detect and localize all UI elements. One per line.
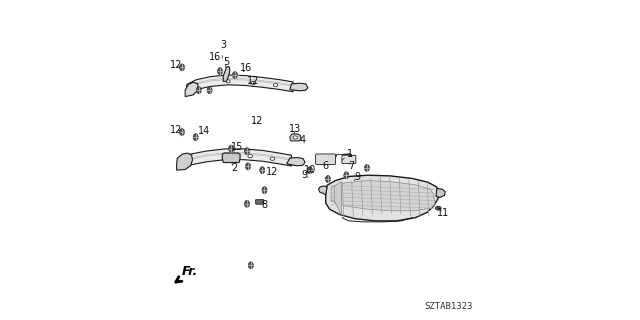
Text: 9: 9 bbox=[301, 170, 308, 180]
Ellipse shape bbox=[260, 167, 265, 174]
Text: 14: 14 bbox=[198, 126, 211, 136]
Text: 5: 5 bbox=[223, 57, 230, 68]
Text: 3: 3 bbox=[220, 40, 227, 58]
Ellipse shape bbox=[226, 80, 230, 83]
Text: 12: 12 bbox=[266, 167, 278, 177]
Ellipse shape bbox=[179, 64, 184, 71]
Text: 2: 2 bbox=[231, 163, 237, 173]
Text: 12: 12 bbox=[170, 124, 182, 134]
Ellipse shape bbox=[293, 136, 298, 139]
Polygon shape bbox=[290, 83, 308, 91]
Text: 15: 15 bbox=[231, 142, 244, 152]
Ellipse shape bbox=[218, 68, 223, 75]
Text: 7: 7 bbox=[349, 161, 355, 171]
Polygon shape bbox=[287, 157, 305, 166]
Polygon shape bbox=[187, 75, 293, 94]
Ellipse shape bbox=[325, 176, 330, 182]
Ellipse shape bbox=[179, 129, 184, 136]
Text: 11: 11 bbox=[437, 208, 449, 218]
Ellipse shape bbox=[248, 155, 253, 158]
FancyBboxPatch shape bbox=[316, 154, 335, 164]
Polygon shape bbox=[177, 153, 193, 170]
Text: 10: 10 bbox=[305, 164, 317, 174]
Polygon shape bbox=[222, 153, 240, 163]
Text: 1: 1 bbox=[342, 149, 353, 160]
Ellipse shape bbox=[228, 145, 234, 152]
Ellipse shape bbox=[232, 71, 237, 78]
Polygon shape bbox=[179, 149, 291, 169]
FancyBboxPatch shape bbox=[255, 199, 264, 204]
Polygon shape bbox=[326, 175, 439, 221]
Text: 6: 6 bbox=[323, 161, 329, 171]
Text: Fr.: Fr. bbox=[182, 265, 198, 278]
Ellipse shape bbox=[223, 154, 227, 157]
Text: 13: 13 bbox=[289, 124, 301, 134]
Polygon shape bbox=[185, 82, 198, 97]
Text: 16: 16 bbox=[209, 52, 221, 61]
Ellipse shape bbox=[364, 164, 369, 172]
Ellipse shape bbox=[307, 167, 312, 174]
Polygon shape bbox=[223, 67, 230, 81]
Ellipse shape bbox=[270, 157, 275, 160]
Ellipse shape bbox=[251, 81, 255, 84]
Ellipse shape bbox=[244, 148, 250, 155]
Ellipse shape bbox=[246, 163, 250, 170]
Ellipse shape bbox=[244, 200, 250, 207]
Ellipse shape bbox=[196, 87, 202, 94]
Ellipse shape bbox=[262, 187, 267, 194]
Ellipse shape bbox=[207, 87, 212, 94]
Text: 12: 12 bbox=[251, 116, 264, 126]
Ellipse shape bbox=[437, 207, 440, 209]
Ellipse shape bbox=[273, 84, 278, 87]
Text: 9: 9 bbox=[355, 172, 360, 182]
Polygon shape bbox=[334, 181, 342, 215]
Ellipse shape bbox=[344, 172, 349, 179]
Text: 12: 12 bbox=[170, 60, 182, 70]
FancyBboxPatch shape bbox=[342, 155, 356, 164]
Ellipse shape bbox=[435, 206, 441, 210]
Ellipse shape bbox=[248, 262, 253, 269]
Polygon shape bbox=[331, 180, 435, 211]
Polygon shape bbox=[290, 134, 301, 141]
Text: 12: 12 bbox=[247, 76, 260, 86]
Text: 8: 8 bbox=[261, 200, 268, 210]
Text: 4: 4 bbox=[300, 135, 306, 145]
Ellipse shape bbox=[193, 134, 198, 141]
Polygon shape bbox=[319, 186, 327, 195]
Text: 16: 16 bbox=[240, 63, 253, 73]
Polygon shape bbox=[436, 188, 445, 197]
Text: SZTAB1323: SZTAB1323 bbox=[424, 302, 472, 311]
